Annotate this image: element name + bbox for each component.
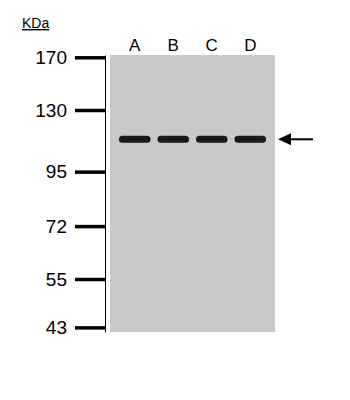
marker-tick (75, 326, 105, 330)
marker-tick (75, 278, 105, 282)
marker-tick (75, 170, 105, 174)
lane-label: A (129, 36, 141, 55)
chart: A B C D 170 130 95 72 55 43 KDa (0, 0, 350, 400)
band (157, 136, 189, 143)
gel (110, 55, 275, 332)
lane-label: B (168, 36, 179, 55)
tick-label: 55 (46, 269, 67, 290)
marker-tick (75, 225, 105, 229)
mw-tick: 130 (35, 100, 105, 121)
mw-axis: 170 130 95 72 55 43 (35, 47, 105, 338)
lane-tick: D (244, 36, 256, 55)
tick-label: 170 (35, 47, 67, 68)
axis-title: KDa (22, 15, 49, 31)
lane-tick: A (129, 36, 141, 55)
band (119, 136, 151, 143)
mw-tick: 170 (35, 47, 105, 68)
lane-tick: B (168, 36, 179, 55)
marker-tick (75, 109, 105, 113)
mw-tick: 43 (46, 317, 105, 338)
tick-label: 95 (46, 161, 67, 182)
lane-tick: C (206, 36, 218, 55)
arrow-head (278, 133, 291, 145)
mw-tick: 55 (46, 269, 105, 290)
band (196, 136, 228, 143)
marker-tick (75, 56, 105, 60)
mw-tick: 95 (46, 161, 105, 182)
tick-label: 72 (46, 216, 67, 237)
bands (119, 136, 266, 143)
tick-label: 130 (35, 100, 67, 121)
axis-line (105, 56, 106, 333)
lane-axis: A B C D (129, 36, 256, 55)
lane-label: D (244, 36, 256, 55)
arrow (278, 133, 313, 145)
lane-label: C (206, 36, 218, 55)
tick-label: 43 (46, 317, 67, 338)
band (234, 136, 266, 143)
mw-tick: 72 (46, 216, 105, 237)
